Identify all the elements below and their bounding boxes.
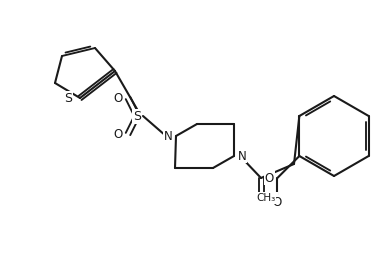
Text: O: O	[113, 91, 122, 104]
Text: O: O	[273, 196, 282, 208]
Text: N: N	[164, 130, 172, 143]
Text: S: S	[133, 110, 141, 123]
Text: O: O	[113, 127, 122, 141]
Text: CH₃: CH₃	[256, 193, 275, 203]
Text: methoxy: methoxy	[282, 197, 289, 198]
Text: S: S	[64, 91, 72, 104]
Text: O: O	[265, 172, 274, 185]
Text: N: N	[238, 150, 247, 163]
Text: O: O	[267, 193, 276, 206]
